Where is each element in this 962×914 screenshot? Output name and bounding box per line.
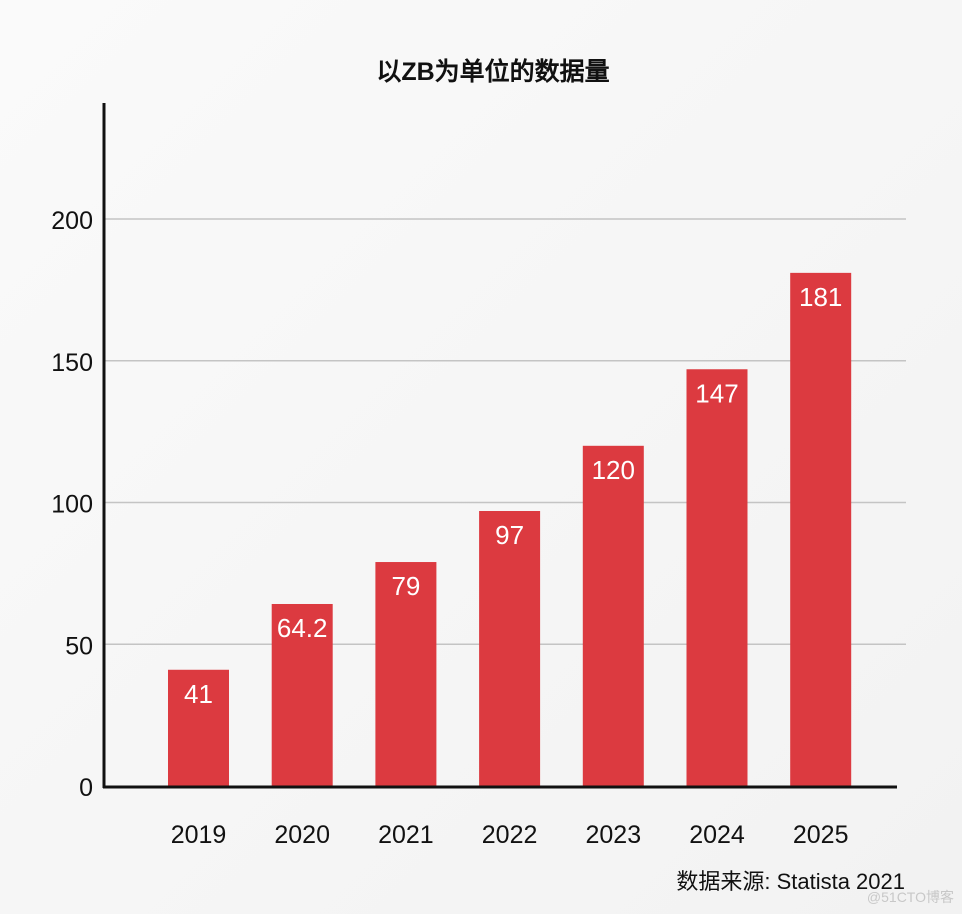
x-tick-label: 2023 — [585, 821, 641, 849]
y-tick-label: 200 — [51, 207, 93, 235]
source-note: 数据来源: Statista 2021 — [676, 869, 905, 894]
bar — [479, 511, 541, 786]
y-tick-label: 150 — [51, 349, 93, 377]
x-tick-label: 2021 — [378, 821, 434, 849]
y-tick-label: 0 — [79, 774, 93, 802]
x-tick-label: 2019 — [171, 821, 227, 849]
watermark: @51CTO博客 — [866, 889, 954, 905]
chart-title: 以ZB为单位的数据量 — [376, 58, 610, 86]
data-label: 147 — [695, 378, 738, 408]
bar — [686, 369, 748, 786]
data-label: 181 — [799, 282, 842, 312]
data-label: 97 — [495, 520, 524, 550]
data-label: 41 — [184, 679, 213, 709]
y-tick-label: 100 — [51, 491, 93, 519]
y-tick-label: 50 — [65, 632, 93, 660]
x-tick-label: 2020 — [274, 821, 330, 849]
bar — [375, 562, 437, 786]
bar — [168, 669, 229, 786]
data-label: 79 — [391, 571, 420, 601]
bar — [582, 445, 644, 786]
data-label: 64.2 — [277, 613, 328, 643]
bar — [271, 603, 333, 786]
data-label: 120 — [592, 455, 635, 485]
x-tick-label: 2024 — [689, 821, 745, 849]
x-tick-label: 2022 — [482, 821, 538, 849]
x-tick-label: 2025 — [793, 821, 849, 849]
bar — [790, 272, 852, 786]
